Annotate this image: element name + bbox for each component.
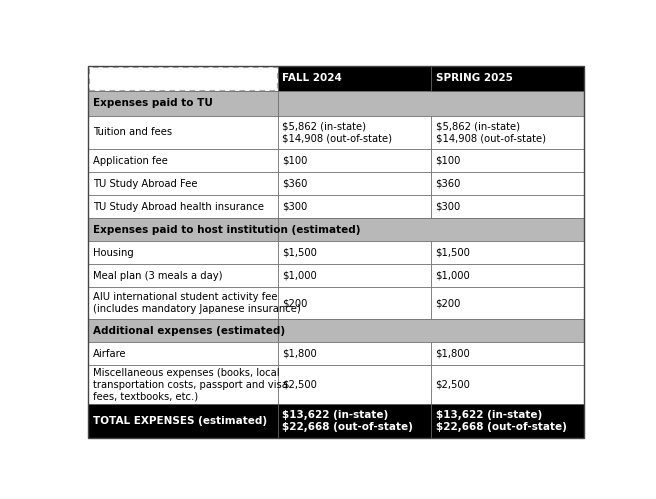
Text: TOTAL EXPENSES (estimated): TOTAL EXPENSES (estimated)	[93, 416, 267, 426]
Text: $2,500: $2,500	[436, 380, 470, 390]
Text: SPRING 2025: SPRING 2025	[436, 73, 512, 83]
Bar	[277, 172, 431, 195]
Bar	[277, 116, 431, 149]
Bar	[88, 365, 277, 404]
Text: Tuition and fees: Tuition and fees	[93, 127, 172, 137]
Bar	[431, 404, 584, 438]
Text: Housing: Housing	[93, 248, 134, 258]
Bar	[88, 342, 277, 365]
Bar	[277, 149, 431, 172]
Bar	[88, 264, 277, 287]
Text: $200: $200	[282, 298, 308, 308]
Bar	[431, 242, 584, 264]
Bar	[88, 66, 277, 91]
Bar	[88, 91, 277, 116]
Text: $13,622 (in-state)
$22,668 (out-of-state): $13,622 (in-state) $22,668 (out-of-state…	[436, 410, 567, 432]
Text: Miscellaneous expenses (books, local
transportation costs, passport and visa
fee: Miscellaneous expenses (books, local tra…	[93, 368, 288, 402]
Text: $100: $100	[282, 156, 308, 166]
Text: Expenses paid to TU: Expenses paid to TU	[93, 98, 213, 108]
Bar	[277, 342, 431, 365]
Bar	[88, 242, 277, 264]
Text: AIU international student activity fee
(includes mandatory Japanese insurance): AIU international student activity fee (…	[93, 292, 300, 314]
Text: TU Study Abroad health insurance: TU Study Abroad health insurance	[93, 202, 264, 212]
Bar	[431, 365, 584, 404]
Bar	[88, 287, 277, 319]
Bar	[88, 195, 277, 219]
Text: Meal plan (3 meals a day): Meal plan (3 meals a day)	[93, 271, 222, 281]
Bar	[277, 91, 584, 116]
Text: Airfare: Airfare	[93, 349, 127, 359]
Text: Additional expenses (estimated): Additional expenses (estimated)	[93, 326, 285, 336]
Bar	[431, 195, 584, 219]
Text: $1,800: $1,800	[282, 349, 317, 359]
Text: TU Study Abroad Fee: TU Study Abroad Fee	[93, 179, 197, 189]
Bar	[277, 264, 431, 287]
Text: FALL 2024: FALL 2024	[282, 73, 342, 83]
Text: $1,500: $1,500	[282, 248, 318, 258]
Bar	[88, 116, 277, 149]
Bar	[88, 319, 277, 342]
Bar	[88, 404, 277, 438]
Bar	[277, 66, 584, 91]
Bar	[88, 219, 277, 242]
Text: Expenses paid to host institution (estimated): Expenses paid to host institution (estim…	[93, 225, 360, 235]
Text: $360: $360	[282, 179, 308, 189]
Bar	[431, 66, 584, 91]
Text: $5,862 (in-state)
$14,908 (out-of-state): $5,862 (in-state) $14,908 (out-of-state)	[282, 121, 392, 143]
Text: $5,862 (in-state)
$14,908 (out-of-state): $5,862 (in-state) $14,908 (out-of-state)	[436, 121, 546, 143]
Bar	[431, 172, 584, 195]
Bar	[431, 116, 584, 149]
Text: $1,000: $1,000	[282, 271, 317, 281]
Text: $1,000: $1,000	[436, 271, 470, 281]
Bar	[88, 149, 277, 172]
Bar	[277, 287, 431, 319]
Text: $13,622 (in-state)
$22,668 (out-of-state): $13,622 (in-state) $22,668 (out-of-state…	[282, 410, 413, 432]
Bar	[277, 365, 431, 404]
Bar	[431, 149, 584, 172]
Text: $300: $300	[436, 202, 461, 212]
Text: Application fee: Application fee	[93, 156, 168, 166]
Text: $100: $100	[436, 156, 461, 166]
Bar	[431, 287, 584, 319]
Bar	[277, 195, 431, 219]
Bar	[431, 342, 584, 365]
Text: $360: $360	[436, 179, 461, 189]
Bar	[431, 264, 584, 287]
Bar	[89, 67, 277, 90]
Bar	[277, 404, 431, 438]
Text: $1,800: $1,800	[436, 349, 470, 359]
Bar	[88, 172, 277, 195]
Text: $300: $300	[282, 202, 308, 212]
Bar	[277, 319, 584, 342]
Bar	[277, 219, 584, 242]
Text: $1,500: $1,500	[436, 248, 470, 258]
Text: $2,500: $2,500	[282, 380, 318, 390]
Bar	[277, 242, 431, 264]
Text: $200: $200	[436, 298, 461, 308]
